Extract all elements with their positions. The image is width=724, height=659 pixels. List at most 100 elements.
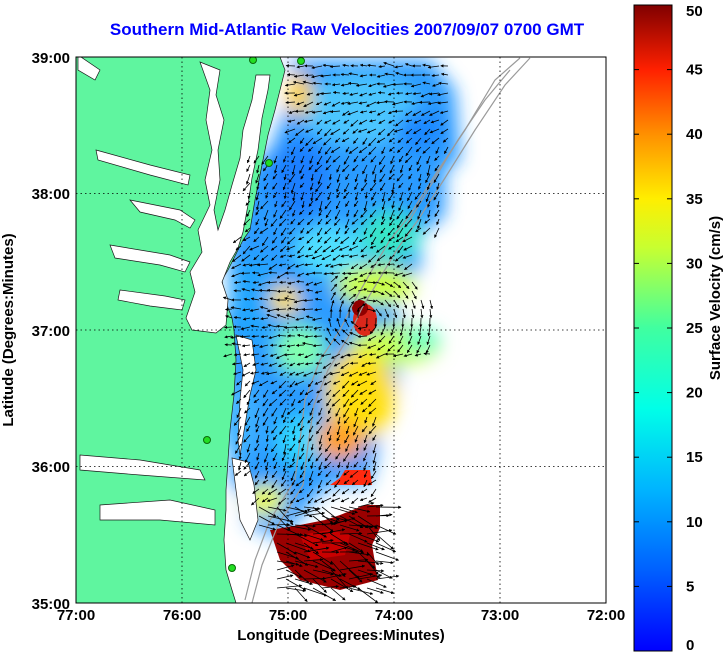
current-vector: [339, 584, 357, 589]
colorbar-tick-label: 40: [686, 126, 703, 143]
current-vector: [271, 407, 278, 417]
current-vector: [241, 254, 251, 262]
current-vector: [396, 227, 404, 238]
current-vector: [377, 128, 386, 136]
current-vector: [316, 119, 323, 125]
current-vector: [404, 92, 413, 96]
current-vector: [370, 155, 377, 163]
current-vector: [389, 164, 395, 174]
current-vector: [260, 317, 269, 321]
current-vector: [388, 119, 395, 124]
current-vector: [293, 74, 305, 78]
current-vector: [277, 488, 287, 495]
current-vector: [296, 280, 305, 284]
current-vector: [316, 398, 323, 403]
current-vector: [297, 272, 305, 277]
current-vector: [299, 146, 305, 153]
current-vector: [307, 416, 314, 424]
current-vector: [256, 164, 260, 174]
current-vector: [360, 398, 368, 405]
current-vector: [375, 299, 384, 306]
current-vector: [286, 245, 296, 250]
current-vector: [402, 236, 413, 243]
current-vector: [287, 306, 296, 311]
current-vector: [291, 164, 296, 176]
current-vector: [318, 443, 323, 451]
current-vector: [413, 128, 422, 135]
current-vector: [303, 371, 314, 377]
radar-stations: [203, 57, 305, 572]
current-vector: [404, 263, 413, 271]
current-vector: [272, 182, 278, 190]
current-vector: [354, 182, 359, 191]
current-vector: [410, 83, 422, 88]
current-vector: [335, 452, 341, 460]
current-vector: [424, 218, 431, 224]
current-vector: [339, 542, 365, 554]
y-tick-label: 39:00: [32, 50, 70, 67]
current-vector: [357, 533, 380, 543]
current-vector: [343, 452, 350, 462]
current-vector: [263, 452, 269, 463]
current-vector: [367, 254, 377, 263]
current-vector: [372, 461, 377, 472]
current-vector: [299, 470, 305, 479]
current-vector: [261, 497, 269, 503]
current-vector: [307, 398, 314, 406]
current-vector: [335, 227, 341, 235]
current-vector: [299, 137, 305, 144]
current-vector: [357, 560, 384, 565]
x-tick-label: 77:00: [57, 607, 95, 624]
current-vector: [423, 352, 431, 356]
current-vector: [372, 164, 377, 175]
current-vector: [330, 146, 341, 153]
y-tick-label: 37:00: [32, 323, 70, 340]
current-vector: [346, 461, 350, 470]
current-vector: [438, 81, 449, 85]
current-vector: [251, 334, 260, 338]
current-vector: [326, 327, 332, 337]
current-vector: [305, 281, 314, 286]
current-vector: [342, 63, 350, 67]
current-vector: [332, 488, 341, 497]
current-vector: [358, 353, 368, 359]
current-vector: [426, 155, 431, 165]
current-vector: [376, 110, 386, 116]
current-vector: [348, 587, 374, 595]
current-vector: [245, 173, 251, 185]
current-vector: [290, 470, 296, 482]
current-vector: [309, 155, 314, 164]
current-vector: [436, 218, 440, 226]
current-vector: [363, 443, 368, 451]
current-vector: [260, 362, 269, 366]
current-vector: [404, 155, 413, 164]
current-vector: [252, 280, 260, 285]
current-vector: [238, 461, 242, 471]
current-vector: [330, 517, 356, 526]
current-vector: [243, 362, 251, 368]
current-vector: [315, 191, 323, 202]
current-vector: [255, 425, 260, 433]
current-vector: [322, 245, 332, 253]
current-vector: [313, 334, 323, 338]
current-vector: [280, 227, 287, 237]
current-vector: [329, 64, 341, 69]
current-vector: [372, 452, 377, 464]
current-vector: [279, 371, 287, 376]
current-vector: [414, 191, 422, 200]
current-vector: [303, 576, 327, 581]
current-vector: [291, 155, 296, 164]
current-vector: [244, 407, 251, 414]
current-vector: [416, 200, 422, 208]
current-vector: [340, 83, 350, 87]
current-vector: [404, 63, 413, 67]
current-vector: [422, 146, 431, 154]
current-vector: [409, 326, 413, 337]
current-vector: [266, 497, 278, 502]
current-vector: [379, 182, 386, 192]
current-vector: [261, 155, 269, 166]
current-vector: [247, 191, 251, 200]
current-vector: [335, 200, 341, 210]
current-vector: [393, 128, 404, 133]
current-vector: [289, 389, 296, 397]
